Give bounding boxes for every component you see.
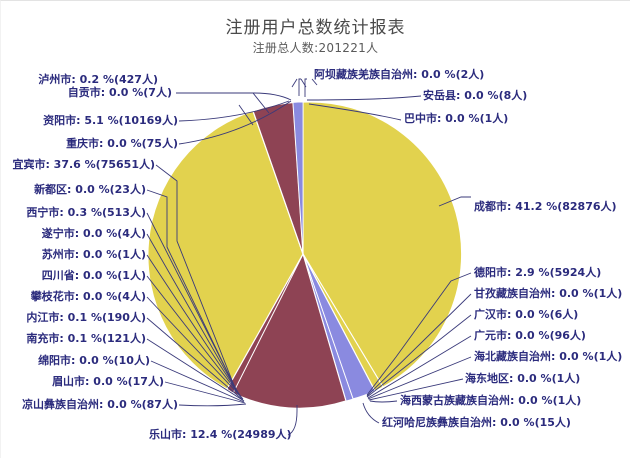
pie-label-neijiang: 内江市: 0.1 %(190人) xyxy=(26,311,146,324)
pie-label-suzhou: 苏州市: 0.0 %(1人) xyxy=(41,248,146,261)
leader-line-xindu xyxy=(146,189,239,395)
leader-line-deyang xyxy=(366,272,472,396)
pie-label-guangyuan: 广元市: 0.0 %(96人) xyxy=(474,329,586,342)
leader-line-panzhihua xyxy=(146,296,244,400)
pie-label-chengdu: 成都市: 41.2 %(82876人) xyxy=(474,200,617,213)
pie-label-haidong: 海东地区: 0.0 %(1人) xyxy=(465,372,581,385)
pie-label-luzhou: 泸州市: 0.2 %(427人) xyxy=(38,73,158,86)
leader-lines xyxy=(146,78,472,436)
pie-label-haibei: 海北藏族自治州: 0.0 %(1人) xyxy=(474,350,623,363)
leader-line-ziyang2 xyxy=(238,104,254,126)
leader-line-guangyuan xyxy=(367,335,472,399)
pie-label-anyue: 安岳县: 0.0 %(8人) xyxy=(423,89,528,102)
pie-label-guanghan: 广汉市: 0.0 %(6人) xyxy=(474,308,579,321)
leader-line-top-tick-a xyxy=(291,78,298,88)
leader-line-honghe xyxy=(362,402,380,424)
leader-line-luzhou xyxy=(298,78,301,96)
pie-label-honghe: 红河哈尼族彝族自治州: 0.0 %(15人) xyxy=(382,416,571,429)
leader-line-meishan xyxy=(164,381,246,404)
leader-line-haidong xyxy=(368,378,464,401)
leader-line-zigong2 xyxy=(252,92,270,114)
pie-slice-yibin[interactable] xyxy=(147,110,304,390)
leader-line-mianyang xyxy=(150,360,245,403)
leader-line-neijiang xyxy=(146,317,244,401)
leader-line-haibei xyxy=(367,356,472,400)
pie-label-xining: 西宁市: 0.3 %(513人) xyxy=(26,206,146,219)
pie-label-mianyang: 绵阳市: 0.0 %(10人) xyxy=(38,354,150,367)
leader-line-anyue xyxy=(306,95,422,101)
pie-label-nanchong: 南充市: 0.1 %(121人) xyxy=(26,332,146,345)
leader-line-xining xyxy=(146,212,240,396)
leader-line-aba2 xyxy=(311,78,318,86)
leader-line-haixi xyxy=(369,400,398,403)
pie-label-liangshan: 凉山彝族自治州: 0.0 %(87人) xyxy=(22,398,178,411)
leader-line-yibin xyxy=(155,164,238,394)
pie-label-aba: 阿坝藏族羌族自治州: 0.0 %(2人) xyxy=(314,68,485,81)
leader-line-chengdu xyxy=(438,196,471,207)
pie-label-haixi: 海西蒙古族藏族自治州: 0.0 %(1人) xyxy=(400,394,582,407)
chart-subtitle: 注册总人数:201221人 xyxy=(252,41,379,55)
pie-label-panzhihua: 攀枝花市: 0.0 %(4人) xyxy=(30,290,146,303)
pie-label-leshan: 乐山市: 12.4 %(24989人) xyxy=(149,428,292,441)
pie-label-sichuan: 四川省: 0.0 %(1人) xyxy=(41,269,146,282)
pie-label-suining: 遂宁市: 0.0 %(4人) xyxy=(41,227,146,240)
pie-label-meishan: 眉山市: 0.0 %(17人) xyxy=(52,375,164,388)
pie-label-bazhong: 巴中市: 0.0 %(1人) xyxy=(404,112,509,125)
leader-line-leshan xyxy=(287,405,298,436)
leader-line-zigong xyxy=(176,92,292,101)
pie-slice-leshan[interactable] xyxy=(232,252,347,409)
leader-line-suzhou xyxy=(146,254,242,398)
pie-slice-chengdu[interactable] xyxy=(302,101,463,388)
leader-line-guanghan xyxy=(366,314,472,398)
pie-label-ziyang: 资阳市: 5.1 %(10169人) xyxy=(43,114,178,127)
leader-line-ganzi xyxy=(366,293,472,397)
pie-label-deyang: 德阳市: 2.9 %(5924人) xyxy=(474,266,602,279)
pie-label-yibin: 宜宾市: 37.6 %(75651人) xyxy=(12,158,155,171)
pie-label-ganzi: 甘孜藏族自治州: 0.0 %(1人) xyxy=(474,287,623,300)
leader-line-liangshan xyxy=(178,403,247,407)
leader-line-nanchong xyxy=(146,338,245,402)
pie-label-xindu: 新都区: 0.0 %(23人) xyxy=(34,183,146,196)
pie-slices xyxy=(147,101,463,409)
leader-line-suining xyxy=(146,233,241,397)
leader-line-sichuan xyxy=(146,275,243,399)
leader-line-aba xyxy=(304,78,307,97)
page-title: 注册用户总数统计报表 xyxy=(225,18,406,38)
leader-line-ziyang xyxy=(178,100,290,122)
pie-label-zigong: 自贡市: 0.0 %(7人) xyxy=(67,86,172,99)
leader-line-bazhong xyxy=(308,103,402,121)
pie-label-chongqing: 重庆市: 0.0 %(75人) xyxy=(66,137,178,150)
pie-slice-tiny-cluster-top[interactable] xyxy=(292,101,304,255)
leader-line-chongqing xyxy=(178,100,292,145)
